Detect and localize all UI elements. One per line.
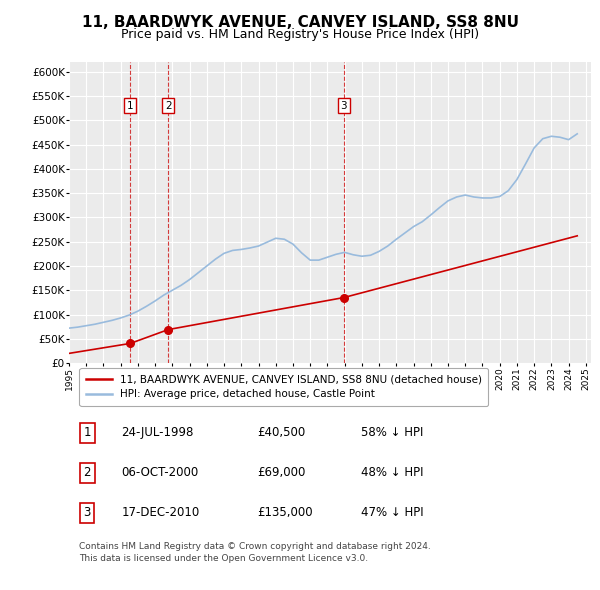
Text: 17-DEC-2010: 17-DEC-2010 [121, 506, 199, 519]
Text: £135,000: £135,000 [257, 506, 313, 519]
Text: 06-OCT-2000: 06-OCT-2000 [121, 466, 199, 479]
Text: 1: 1 [83, 427, 91, 440]
Text: 48% ↓ HPI: 48% ↓ HPI [361, 466, 424, 479]
Text: Price paid vs. HM Land Registry's House Price Index (HPI): Price paid vs. HM Land Registry's House … [121, 28, 479, 41]
Text: 2: 2 [165, 101, 172, 111]
Text: Contains HM Land Registry data © Crown copyright and database right 2024.
This d: Contains HM Land Registry data © Crown c… [79, 542, 431, 563]
Text: 24-JUL-1998: 24-JUL-1998 [121, 427, 194, 440]
Text: £40,500: £40,500 [257, 427, 305, 440]
Text: 3: 3 [83, 506, 91, 519]
Text: 47% ↓ HPI: 47% ↓ HPI [361, 506, 424, 519]
Text: 2: 2 [83, 466, 91, 479]
Text: 11, BAARDWYK AVENUE, CANVEY ISLAND, SS8 8NU: 11, BAARDWYK AVENUE, CANVEY ISLAND, SS8 … [82, 15, 518, 30]
Text: 3: 3 [341, 101, 347, 111]
Legend: 11, BAARDWYK AVENUE, CANVEY ISLAND, SS8 8NU (detached house), HPI: Average price: 11, BAARDWYK AVENUE, CANVEY ISLAND, SS8 … [79, 368, 488, 405]
Text: 1: 1 [127, 101, 134, 111]
Text: 58% ↓ HPI: 58% ↓ HPI [361, 427, 424, 440]
Text: £69,000: £69,000 [257, 466, 305, 479]
